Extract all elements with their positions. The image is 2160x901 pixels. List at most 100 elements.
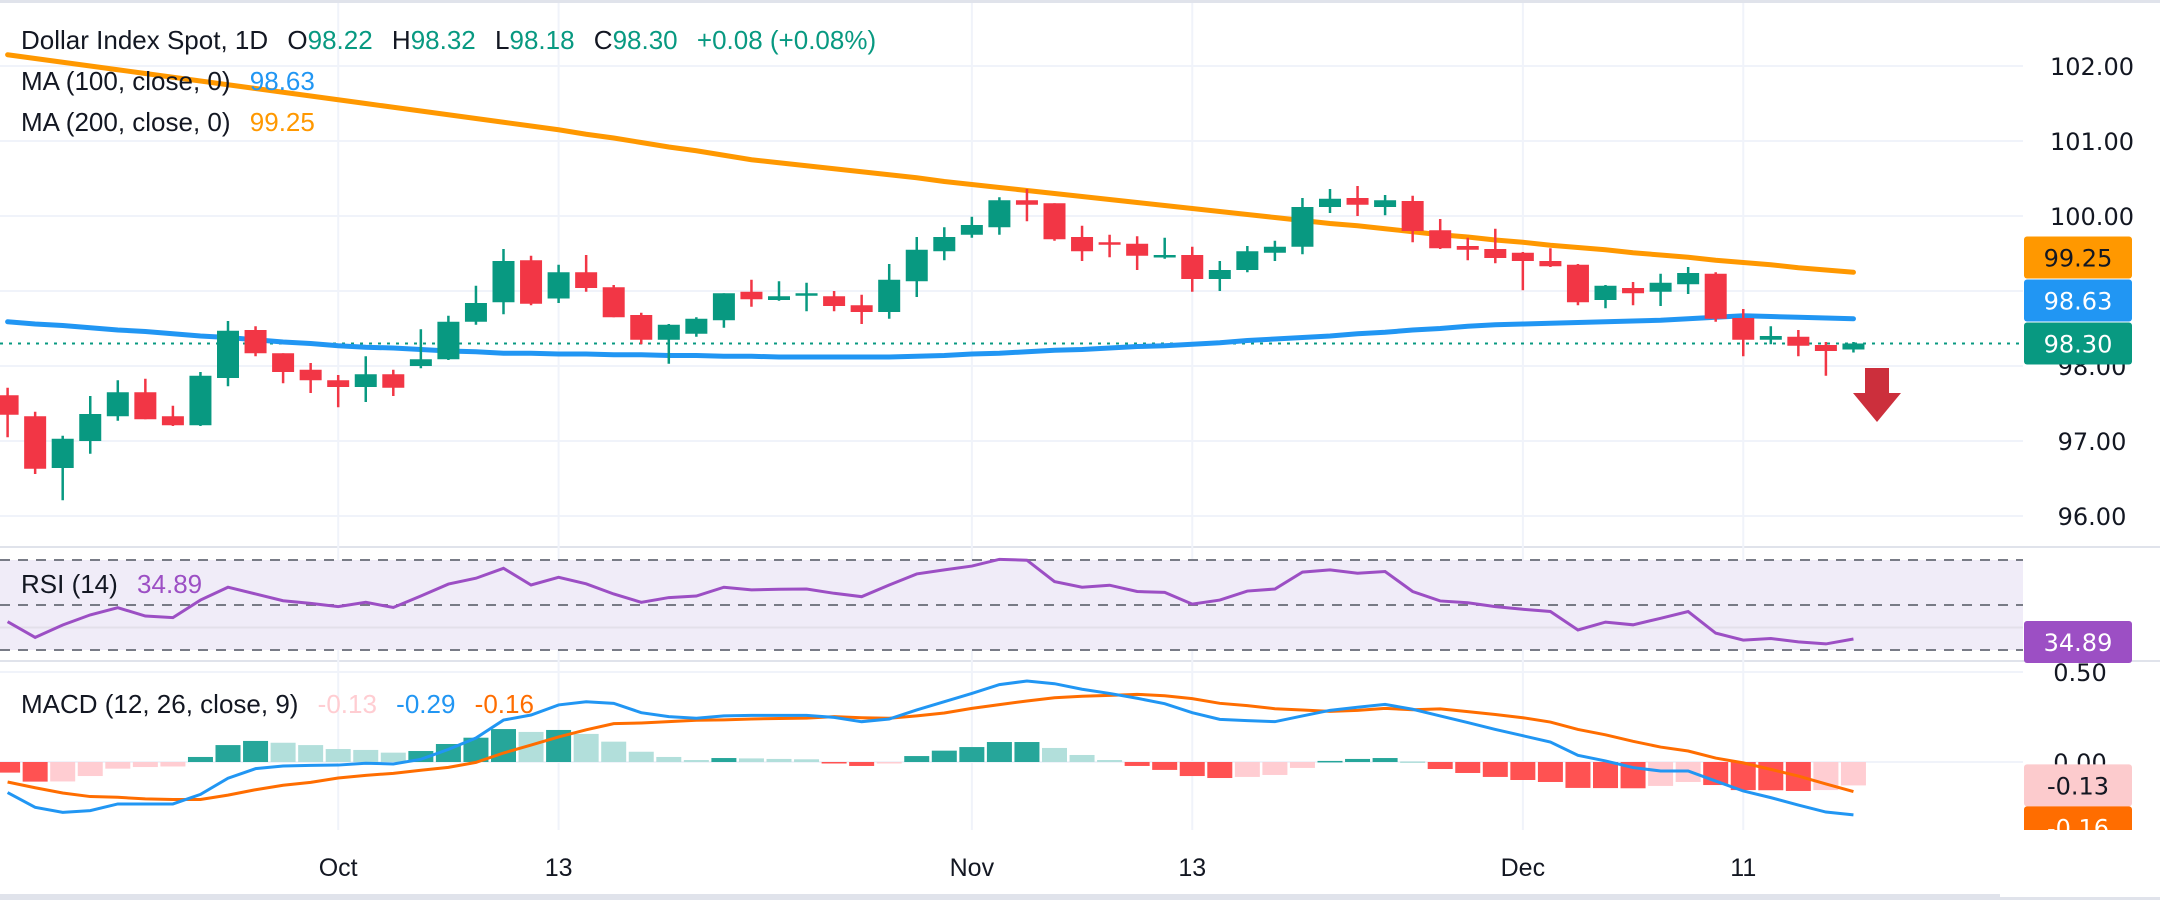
candle-body bbox=[0, 395, 19, 415]
moving-averages bbox=[0, 52, 2023, 360]
macd-histogram-bar bbox=[1372, 758, 1398, 762]
candle bbox=[464, 285, 487, 325]
macd-histogram-bar bbox=[1317, 760, 1343, 763]
macd-histogram-bar bbox=[1289, 762, 1315, 768]
candle bbox=[244, 326, 267, 357]
candle bbox=[1429, 219, 1452, 249]
macd-histogram-bar bbox=[986, 742, 1012, 762]
candle-body bbox=[1153, 255, 1176, 258]
candle bbox=[79, 396, 102, 454]
macd-histogram-bar bbox=[1207, 762, 1233, 779]
rsi-tag: 34.89 bbox=[2024, 620, 2132, 663]
macd-histogram-bar bbox=[1042, 747, 1067, 762]
candle-body bbox=[134, 392, 157, 420]
candle bbox=[547, 264, 570, 303]
ma200-value: 99.25 bbox=[249, 107, 315, 137]
candle bbox=[24, 411, 47, 474]
low-label: L bbox=[495, 25, 510, 55]
candle-body bbox=[327, 380, 350, 387]
candle-body bbox=[24, 416, 47, 469]
candle bbox=[795, 282, 818, 312]
candle-body bbox=[933, 237, 956, 252]
high-value: 98.32 bbox=[410, 25, 476, 55]
candle bbox=[492, 249, 515, 315]
low-value: 98.18 bbox=[509, 25, 575, 55]
candle-body bbox=[1126, 243, 1149, 256]
candle-body bbox=[520, 260, 543, 304]
price-axis[interactable]: 102.00101.00100.0098.0097.0096.000.500.0… bbox=[2050, 53, 2134, 777]
candle-body bbox=[189, 375, 212, 426]
price-tick-label: 96.00 bbox=[2058, 503, 2127, 531]
close-label: C bbox=[593, 25, 613, 55]
candle bbox=[1842, 342, 1865, 353]
candle bbox=[0, 387, 19, 438]
candle bbox=[1484, 228, 1507, 264]
candles bbox=[0, 186, 1865, 501]
macd-histogram-bar bbox=[435, 744, 461, 762]
ma100-value: 98.63 bbox=[249, 66, 315, 96]
candle-body bbox=[1566, 264, 1589, 303]
macd-label: MACD (12, 26, close, 9) bbox=[21, 689, 299, 719]
candle bbox=[1704, 272, 1727, 322]
candle-body bbox=[575, 272, 598, 288]
time-tick-label: 11 bbox=[1730, 854, 1756, 882]
price-tag-text: 98.63 bbox=[2044, 288, 2113, 316]
candle-body bbox=[823, 296, 846, 306]
macd-line bbox=[6, 679, 1854, 817]
candle bbox=[1015, 189, 1038, 222]
down-arrow-icon bbox=[1853, 368, 1901, 422]
candle-body bbox=[1401, 201, 1424, 231]
candle-body bbox=[1181, 255, 1204, 279]
price-tags: 99.25 98.63 98.30 34.89 -0.13 -0.16 bbox=[2000, 236, 2160, 897]
macd-histogram-bar bbox=[105, 762, 131, 769]
macd-signal-value: -0.16 bbox=[474, 689, 534, 719]
rsi-legend[interactable]: RSI (14) 34.89 bbox=[21, 569, 202, 599]
rsi-label: RSI (14) bbox=[21, 569, 118, 599]
macd-histogram-value: -0.13 bbox=[317, 689, 377, 719]
candle bbox=[1622, 282, 1645, 306]
candle-body bbox=[1594, 285, 1617, 300]
candle-body bbox=[492, 261, 515, 303]
candle bbox=[272, 353, 295, 384]
price-tag-bg bbox=[2024, 236, 2132, 279]
candle bbox=[1098, 234, 1121, 258]
candle-body bbox=[382, 374, 405, 388]
candle bbox=[189, 372, 212, 426]
candle-body bbox=[1539, 261, 1562, 267]
ma100-legend[interactable]: MA (100, close, 0) 98.63 bbox=[21, 66, 315, 96]
macd-histogram-bar bbox=[408, 751, 434, 762]
macd-histogram-bar bbox=[683, 760, 709, 762]
candle bbox=[1181, 246, 1204, 292]
candle bbox=[878, 264, 901, 319]
candle bbox=[437, 315, 460, 360]
macd-histogram-bar bbox=[298, 745, 324, 762]
ma200-line bbox=[5, 52, 1856, 275]
macd-histogram-bar bbox=[876, 762, 902, 764]
candle bbox=[905, 237, 928, 297]
price-tag-text: 98.30 bbox=[2044, 331, 2113, 359]
macd-histogram-bar bbox=[1482, 762, 1508, 777]
candle-body bbox=[1346, 198, 1369, 205]
macd-histogram-bar bbox=[573, 733, 599, 762]
macd-histogram-bar bbox=[1565, 762, 1591, 788]
candle bbox=[1566, 264, 1589, 306]
candle-body bbox=[1291, 207, 1314, 247]
macd-histogram-bar bbox=[270, 742, 296, 762]
macd-histogram-bar bbox=[22, 762, 48, 782]
candle-body bbox=[1787, 336, 1810, 346]
macd-histogram-bar bbox=[132, 762, 158, 768]
macd-legend[interactable]: MACD (12, 26, close, 9) -0.13 -0.29 -0.1… bbox=[21, 689, 534, 719]
time-axis[interactable]: Oct 13 Nov 13 Dec 11 bbox=[319, 854, 1756, 882]
candle-body bbox=[1622, 288, 1645, 294]
candle bbox=[602, 285, 625, 318]
candle-body bbox=[1484, 249, 1507, 258]
macd-histogram-bar bbox=[1840, 762, 1866, 786]
macd-histogram-bar bbox=[1455, 762, 1481, 773]
ma200-legend[interactable]: MA (200, close, 0) 99.25 bbox=[21, 107, 315, 137]
symbol-legend[interactable]: Dollar Index Spot, 1D O98.22 H98.32 L98.… bbox=[21, 25, 876, 55]
macd-histogram-bar bbox=[77, 762, 103, 777]
change-value: +0.08 (+0.08%) bbox=[696, 25, 877, 55]
candle bbox=[217, 321, 239, 387]
